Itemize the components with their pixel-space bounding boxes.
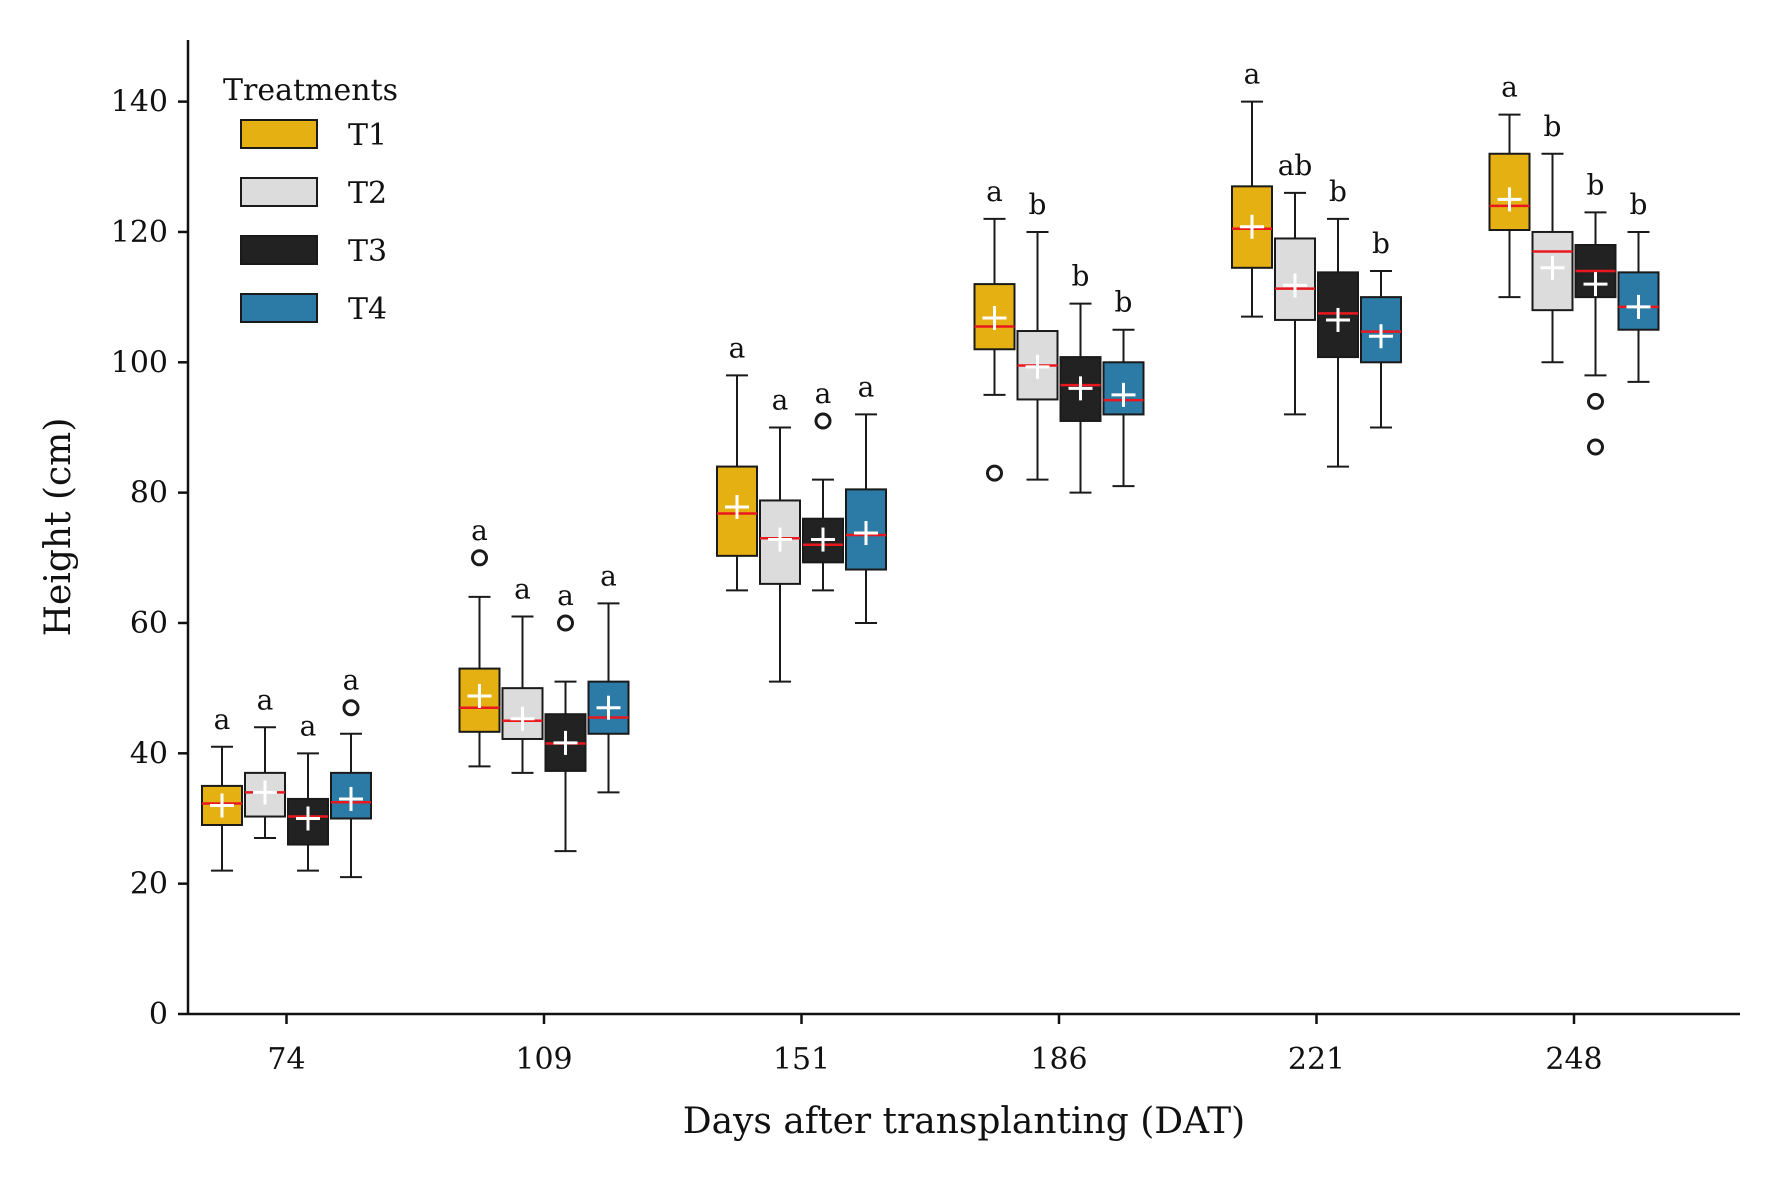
legend-label: T4 [348,292,387,327]
x-tick-label: 221 [1288,1042,1345,1077]
significance-letter: b [1544,110,1562,143]
x-tick-label: 151 [773,1042,830,1077]
iqr-box [1531,230,1574,312]
box-t3-248: b [1574,168,1617,456]
box-t4-109: a [587,559,630,794]
box-t3-109: a [544,579,587,853]
significance-letter: b [1372,227,1390,260]
legend-entry-t3: T3 [240,234,387,269]
y-tick-label: 0 [149,997,168,1032]
significance-letter: b [1587,168,1605,201]
significance-letter: a [257,683,274,716]
significance-letter: a [600,559,617,592]
iqr-box [458,667,501,733]
box-t4-151: a [845,370,887,624]
significance-letter: b [1329,175,1347,208]
significance-letter: a [1501,71,1518,104]
legend: Treatments T1 T2 T3 T4 [223,73,398,327]
box-t2-248: b [1531,110,1574,364]
outlier-point [342,699,360,717]
legend-swatch [240,119,318,149]
box-t2-186: b [1016,188,1059,481]
significance-letter: a [815,377,832,410]
x-axis-title: Days after transplanting (DAT) [683,1101,1245,1142]
legend-entry-t2: T2 [240,176,387,211]
outlier-point [1587,438,1604,456]
box-t3-74: a [287,709,329,872]
significance-letter: a [300,709,317,742]
x-tick-label: 74 [267,1042,305,1077]
box-t1-109: a [458,514,501,768]
legend-swatch [240,235,318,265]
legend-label: T2 [348,176,387,211]
y-tick-label: 60 [130,606,168,641]
significance-letter: a [858,370,875,403]
box-t4-248: b [1617,188,1660,383]
box-t2-151: a [759,383,801,683]
box-t3-221: b [1317,175,1359,468]
significance-letter: a [471,514,488,547]
x-tick-label: 248 [1545,1042,1602,1077]
significance-letter: a [514,572,531,605]
outlier-point [986,464,1003,482]
y-tick-label: 140 [111,85,168,120]
outlier-point [1587,392,1604,410]
significance-letter: b [1029,188,1047,221]
y-tick-label: 100 [111,345,168,380]
significance-letter: a [772,383,789,416]
axes: 0 20 40 60 80 100 120 140 74 109 151 186 221 248 Day… [38,40,1740,1142]
significance-letter: a [343,664,360,697]
x-tick-label: 109 [515,1042,572,1077]
significance-letter: b [1072,260,1090,293]
legend-entries: T1 T2 T3 T4 [240,118,387,327]
box-t1-221: a [1231,58,1273,318]
box-t3-186: b [1059,260,1102,494]
iqr-box [802,517,844,564]
significance-letter: a [1244,58,1261,91]
box-t2-74: a [244,683,286,840]
x-tick-label: 186 [1030,1042,1087,1077]
y-tick-label: 20 [130,867,168,902]
legend-swatch [240,293,318,323]
significance-letter: a [729,331,746,364]
y-ticks: 0 20 40 60 80 100 120 140 [111,85,188,1032]
box-t4-186: b [1102,286,1145,488]
box-t4-221: b [1360,227,1402,429]
box-t2-109: a [501,572,544,774]
x-ticks: 74 109 151 186 221 248 [267,1014,1603,1077]
outlier-point [471,549,488,567]
box-t1-151: a [716,331,758,592]
box-t1-186: a [973,175,1016,482]
y-tick-label: 120 [111,215,168,250]
significance-letter: b [1630,188,1648,221]
box-t1-248: a [1488,71,1531,299]
y-tick-label: 80 [130,476,168,511]
y-axis-title: Height (cm) [38,418,79,637]
box-t1-74: a [201,703,243,872]
significance-letter: a [214,703,231,736]
significance-letter: a [986,175,1003,208]
outlier-point [557,614,574,632]
legend-swatch [240,177,318,207]
significance-letter: b [1115,286,1133,319]
legend-title: Treatments [223,73,398,108]
legend-entry-t4: T4 [240,292,387,327]
legend-entry-t1: T1 [240,118,387,153]
box-t4-74: a [330,664,372,879]
box-t2-221: ab [1274,149,1316,416]
significance-letter: ab [1278,149,1313,182]
box-t3-151: a [802,377,844,592]
outlier-point [814,412,832,430]
significance-letter: a [557,579,574,612]
y-tick-label: 40 [130,736,168,771]
legend-label: T3 [348,234,387,269]
legend-label: T1 [348,118,387,153]
